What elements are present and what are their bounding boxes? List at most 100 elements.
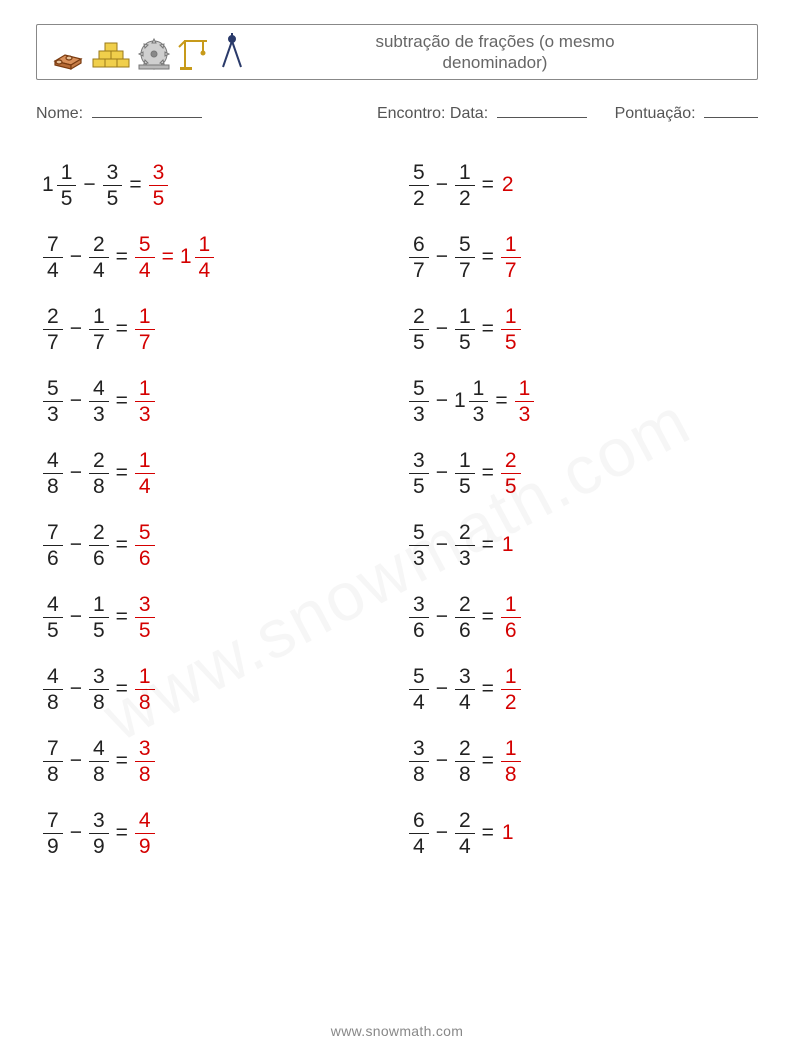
minus-sign: − — [70, 533, 82, 557]
meta-row: Nome: Encontro: Data: Pontuação: — [36, 102, 758, 123]
name-blank[interactable] — [92, 102, 202, 118]
denominator: 8 — [89, 762, 109, 787]
numerator: 5 — [409, 520, 429, 545]
fraction: 35 — [103, 160, 123, 211]
answer-term: 13 — [514, 376, 536, 427]
minus-sign: − — [436, 173, 448, 197]
numerator: 4 — [43, 592, 63, 617]
fraction: 15 — [501, 304, 521, 355]
equals-sign: = — [116, 245, 128, 269]
date-blank[interactable] — [497, 102, 587, 118]
numerator: 3 — [135, 592, 155, 617]
minus-sign: − — [436, 749, 448, 773]
fraction: 52 — [409, 160, 429, 211]
operand-term: 35 — [408, 448, 430, 499]
denominator: 5 — [135, 618, 155, 643]
operand-term: 24 — [88, 232, 110, 283]
operand-term: 78 — [42, 736, 64, 787]
answer-term: 49 — [134, 808, 156, 859]
denominator: 3 — [455, 546, 475, 571]
numerator: 7 — [43, 808, 63, 833]
fraction: 39 — [89, 808, 109, 859]
operand-term: 113 — [454, 376, 489, 427]
denominator: 8 — [89, 474, 109, 499]
problem-row: 115−35=35 — [42, 149, 392, 221]
fraction: 38 — [89, 664, 109, 715]
numerator: 3 — [149, 160, 169, 185]
column-right: 52−12=267−57=1725−15=1553−113=1335−15=25… — [392, 149, 758, 869]
operand-term: 43 — [88, 376, 110, 427]
operand-term: 52 — [408, 160, 430, 211]
minus-sign: − — [436, 389, 448, 413]
denominator: 5 — [501, 330, 521, 355]
lumber-icon — [51, 37, 85, 71]
fraction: 49 — [135, 808, 155, 859]
equals-sign: = — [495, 389, 507, 413]
operand-term: 64 — [408, 808, 430, 859]
denominator: 5 — [455, 330, 475, 355]
numerator: 3 — [89, 808, 109, 833]
fraction: 56 — [135, 520, 155, 571]
operand-term: 26 — [88, 520, 110, 571]
equals-sign: = — [482, 245, 494, 269]
equals-sign: = — [116, 389, 128, 413]
denominator: 3 — [43, 402, 63, 427]
denominator: 4 — [409, 834, 429, 859]
denominator: 7 — [43, 330, 63, 355]
problem-row: 79−39=49 — [42, 797, 392, 869]
fraction: 28 — [89, 448, 109, 499]
fraction: 79 — [43, 808, 63, 859]
denominator: 5 — [455, 474, 475, 499]
problem-row: 64−24=1 — [408, 797, 758, 869]
problem-row: 78−48=38 — [42, 725, 392, 797]
numerator: 5 — [409, 160, 429, 185]
answer-term: 17 — [134, 304, 156, 355]
fraction: 15 — [89, 592, 109, 643]
fraction: 26 — [455, 592, 475, 643]
operand-term: 79 — [42, 808, 64, 859]
denominator: 2 — [501, 690, 521, 715]
fraction: 53 — [43, 376, 63, 427]
minus-sign: − — [70, 605, 82, 629]
numerator: 5 — [135, 520, 155, 545]
problem-row: 45−15=35 — [42, 581, 392, 653]
denominator: 2 — [455, 186, 475, 211]
answer-term: 17 — [500, 232, 522, 283]
column-left: 115−35=3574−24=54=11427−17=1753−43=1348−… — [36, 149, 392, 869]
denominator: 4 — [135, 474, 155, 499]
denominator: 3 — [409, 546, 429, 571]
fraction: 24 — [455, 808, 475, 859]
minus-sign: − — [70, 461, 82, 485]
date-field: Encontro: Data: — [377, 102, 587, 123]
minus-sign: − — [436, 821, 448, 845]
numerator: 2 — [89, 520, 109, 545]
numerator: 1 — [57, 160, 77, 185]
denominator: 5 — [57, 186, 77, 211]
equals-sign: = — [116, 677, 128, 701]
numerator: 7 — [43, 736, 63, 761]
answer-term: 18 — [134, 664, 156, 715]
numerator: 3 — [455, 664, 475, 689]
numerator: 7 — [43, 520, 63, 545]
bricks-icon — [91, 37, 131, 71]
numerator: 2 — [89, 448, 109, 473]
problem-row: 35−15=25 — [408, 437, 758, 509]
minus-sign: − — [436, 461, 448, 485]
denominator: 4 — [135, 258, 155, 283]
equals-sign: = — [482, 821, 494, 845]
score-blank[interactable] — [704, 102, 758, 118]
answer-term: 14 — [134, 448, 156, 499]
numerator: 2 — [89, 232, 109, 257]
equals-sign: = — [482, 605, 494, 629]
denominator: 8 — [43, 762, 63, 787]
worksheet-page: subtração de frações (o mesmo denominado… — [0, 0, 794, 1053]
numerator: 1 — [455, 448, 475, 473]
denominator: 3 — [135, 402, 155, 427]
fraction: 64 — [409, 808, 429, 859]
numerator: 1 — [455, 160, 475, 185]
numerator: 5 — [43, 376, 63, 401]
fraction: 34 — [455, 664, 475, 715]
operand-term: 53 — [408, 376, 430, 427]
fraction: 78 — [43, 736, 63, 787]
fraction: 18 — [501, 736, 521, 787]
